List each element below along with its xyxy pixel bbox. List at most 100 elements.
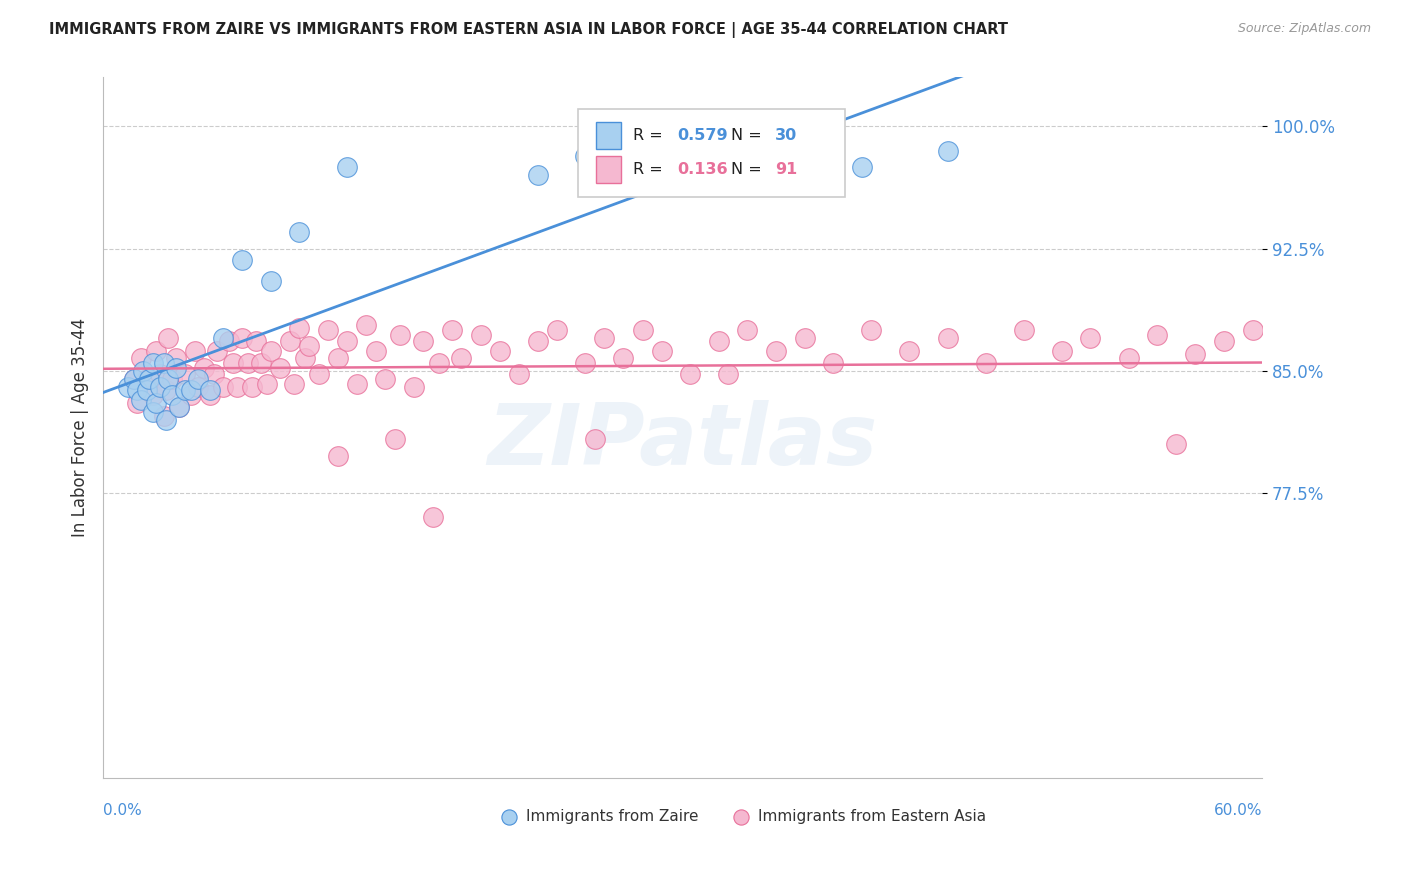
Point — [765, 344, 787, 359]
Point — [1118, 351, 1140, 365]
Point — [169, 400, 191, 414]
Point — [160, 372, 183, 386]
Point — [260, 274, 283, 288]
Point — [245, 334, 267, 349]
Point — [183, 344, 205, 359]
Point — [122, 372, 145, 386]
Point — [193, 360, 215, 375]
FancyBboxPatch shape — [578, 109, 845, 196]
Point — [574, 149, 596, 163]
Point — [231, 331, 253, 345]
Point — [225, 380, 247, 394]
Point — [283, 376, 305, 391]
Point — [936, 144, 959, 158]
FancyBboxPatch shape — [596, 156, 621, 183]
Text: 0.0%: 0.0% — [103, 803, 142, 818]
Point — [250, 356, 273, 370]
Point — [136, 384, 159, 398]
Point — [129, 393, 152, 408]
Point — [165, 351, 187, 365]
Text: R =: R = — [633, 161, 668, 177]
Point — [1146, 327, 1168, 342]
Text: 0.136: 0.136 — [676, 161, 727, 177]
Point — [222, 356, 245, 370]
Point — [288, 225, 311, 239]
Point — [142, 356, 165, 370]
Point — [427, 356, 450, 370]
Text: N =: N = — [731, 128, 768, 143]
Point — [156, 372, 179, 386]
Text: 60.0%: 60.0% — [1213, 803, 1263, 818]
Point — [384, 432, 406, 446]
Point — [1012, 323, 1035, 337]
Point — [1299, 331, 1322, 345]
Point — [138, 372, 160, 386]
Point — [117, 380, 139, 394]
Point — [717, 367, 740, 381]
Point — [122, 372, 145, 386]
Point — [346, 376, 368, 391]
Point — [269, 360, 291, 375]
Point — [294, 351, 316, 365]
Point — [707, 334, 730, 349]
Point — [187, 380, 209, 394]
Point — [145, 344, 167, 359]
Point — [526, 168, 548, 182]
Point — [174, 367, 197, 381]
Point — [153, 409, 176, 424]
FancyBboxPatch shape — [596, 122, 621, 149]
Point — [823, 356, 845, 370]
Point — [298, 339, 321, 353]
Point — [860, 323, 883, 337]
Point — [389, 327, 412, 342]
Y-axis label: In Labor Force | Age 35-44: In Labor Force | Age 35-44 — [72, 318, 89, 537]
Point — [142, 388, 165, 402]
Point — [149, 367, 172, 381]
Point — [898, 344, 921, 359]
Point — [364, 344, 387, 359]
Point — [1166, 437, 1188, 451]
Point — [155, 412, 177, 426]
Point — [526, 334, 548, 349]
Text: IMMIGRANTS FROM ZAIRE VS IMMIGRANTS FROM EASTERN ASIA IN LABOR FORCE | AGE 35-44: IMMIGRANTS FROM ZAIRE VS IMMIGRANTS FROM… — [49, 22, 1008, 38]
Text: Immigrants from Eastern Asia: Immigrants from Eastern Asia — [758, 809, 986, 824]
Text: ZIPatlas: ZIPatlas — [488, 401, 877, 483]
Point — [180, 384, 202, 398]
Point — [212, 331, 235, 345]
Point — [1080, 331, 1102, 345]
Point — [155, 384, 177, 398]
Point — [583, 432, 606, 446]
Point — [508, 367, 530, 381]
Text: 30: 30 — [775, 128, 797, 143]
Point — [631, 323, 654, 337]
Point — [153, 356, 176, 370]
Point — [737, 323, 759, 337]
Point — [316, 323, 339, 337]
Point — [793, 331, 815, 345]
Point — [1241, 323, 1264, 337]
Point — [308, 367, 330, 381]
Point — [679, 367, 702, 381]
Point — [236, 356, 259, 370]
Text: N =: N = — [731, 161, 768, 177]
Point — [936, 331, 959, 345]
Point — [149, 380, 172, 394]
Point — [165, 360, 187, 375]
Point — [1184, 347, 1206, 361]
Point — [470, 327, 492, 342]
Point — [422, 510, 444, 524]
Point — [187, 372, 209, 386]
Point — [180, 388, 202, 402]
Point — [288, 321, 311, 335]
Point — [1289, 469, 1312, 483]
Point — [156, 331, 179, 345]
Point — [260, 344, 283, 359]
Point — [169, 400, 191, 414]
Point — [127, 384, 149, 398]
Point — [256, 376, 278, 391]
Point — [174, 384, 197, 398]
Point — [129, 351, 152, 365]
Point — [593, 331, 616, 345]
Text: R =: R = — [633, 128, 668, 143]
Point — [160, 388, 183, 402]
